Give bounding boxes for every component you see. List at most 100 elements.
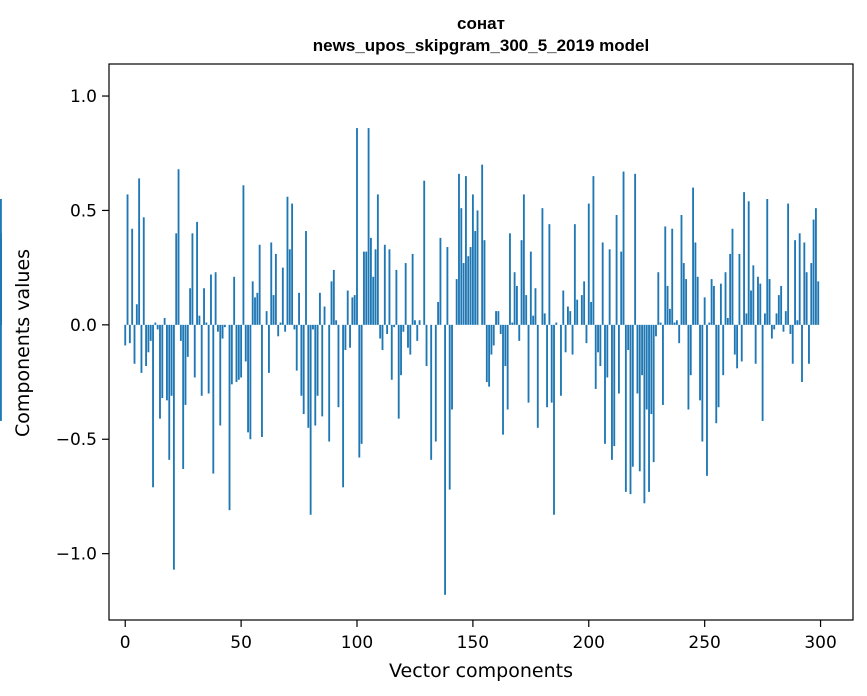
- bar-299: [817, 281, 820, 325]
- bar-21: [172, 324, 175, 570]
- bar-0: [124, 324, 127, 346]
- bar-127: [418, 320, 421, 325]
- bar-147: [465, 176, 467, 325]
- bar-66: [277, 324, 280, 337]
- bar-96: [346, 290, 349, 325]
- bar-159: [492, 324, 495, 346]
- bar-192: [569, 311, 572, 325]
- x-tick-label-200: 200: [573, 633, 605, 653]
- bar-297: [812, 219, 815, 325]
- bar-102: [360, 324, 363, 444]
- bar-81: [312, 324, 314, 330]
- bar-261: [729, 253, 732, 325]
- bar-217: [627, 324, 630, 351]
- bar-286: [787, 203, 790, 325]
- bar-105: [367, 128, 370, 325]
- bar-168: [513, 272, 516, 325]
- bar-16: [161, 324, 164, 399]
- bar-146: [462, 263, 465, 325]
- bar-76: [300, 324, 303, 396]
- bar-204: [597, 324, 599, 353]
- x-tick-label-300: 300: [804, 633, 836, 653]
- bar-122: [407, 324, 409, 348]
- bar-129: [423, 180, 426, 325]
- bar-118: [397, 324, 400, 419]
- bar-250: [703, 297, 706, 325]
- bar-270: [750, 290, 752, 325]
- bar-41: [219, 324, 222, 426]
- bar-232: [662, 324, 664, 405]
- bar-255: [715, 324, 718, 424]
- bar-239: [678, 324, 681, 344]
- bar-260: [726, 317, 729, 325]
- bar-undefined: [0, 233, 2, 325]
- bar-107: [372, 276, 375, 325]
- bar-124: [411, 253, 414, 325]
- bar-110: [379, 324, 382, 339]
- bar-223: [641, 324, 644, 376]
- bar-253: [710, 279, 713, 325]
- bar-236: [671, 228, 674, 325]
- bar-212: [615, 215, 618, 325]
- bar-231: [659, 322, 662, 325]
- bar-193: [571, 324, 574, 355]
- bar-84: [318, 292, 321, 325]
- bar-5: [135, 304, 138, 325]
- bar-287: [789, 324, 792, 334]
- bar-273: [757, 276, 759, 325]
- bar-8: [142, 217, 145, 325]
- bar-226: [648, 324, 650, 492]
- y-tick-label-4: 1.0: [70, 87, 97, 107]
- bar-59: [261, 324, 263, 437]
- plot-frame: [108, 63, 854, 621]
- bar-257: [719, 283, 722, 325]
- bar-243: [687, 324, 690, 410]
- bar-45: [228, 324, 231, 511]
- bar-28: [189, 288, 192, 325]
- bar-15: [159, 324, 161, 419]
- x-tick-label-100: 100: [341, 633, 373, 653]
- bar-228: [652, 324, 655, 463]
- bar-157: [488, 324, 491, 387]
- bar-138: [444, 324, 446, 595]
- bar-95: [344, 324, 347, 351]
- bars-group: [0, 128, 820, 595]
- bar-121: [404, 263, 407, 325]
- bar-195: [576, 299, 579, 325]
- bar-123: [409, 324, 412, 355]
- bar-249: [701, 324, 704, 442]
- bar-88: [328, 324, 331, 442]
- bar-83: [316, 324, 319, 396]
- bar-53: [247, 324, 249, 433]
- bar-267: [743, 192, 745, 325]
- bar-148: [467, 256, 470, 325]
- bar-143: [455, 279, 458, 325]
- bar-51: [242, 185, 245, 325]
- bar-135: [437, 301, 440, 325]
- bar-117: [395, 269, 398, 325]
- bar-150: [471, 194, 474, 325]
- bar-139: [446, 247, 449, 325]
- bar-82: [314, 324, 317, 426]
- bar-259: [724, 272, 727, 325]
- bar-289: [794, 240, 796, 325]
- bar-252: [708, 322, 711, 325]
- bar-125: [414, 320, 416, 325]
- bar-293: [803, 242, 806, 325]
- bar-14: [156, 324, 159, 330]
- bar-73: [293, 324, 296, 330]
- bar-194: [573, 224, 576, 325]
- bar-238: [675, 320, 678, 325]
- bar-116: [393, 324, 396, 328]
- x-tick-label-150: 150: [457, 633, 489, 653]
- bar-86: [323, 306, 326, 325]
- bar-85: [321, 324, 324, 417]
- bar-4: [133, 324, 136, 364]
- bar-104: [365, 251, 368, 325]
- bar-256: [717, 324, 720, 408]
- bar-140: [448, 324, 451, 490]
- bar-167: [511, 322, 514, 325]
- bar-98: [351, 297, 354, 325]
- bar-276: [764, 313, 766, 325]
